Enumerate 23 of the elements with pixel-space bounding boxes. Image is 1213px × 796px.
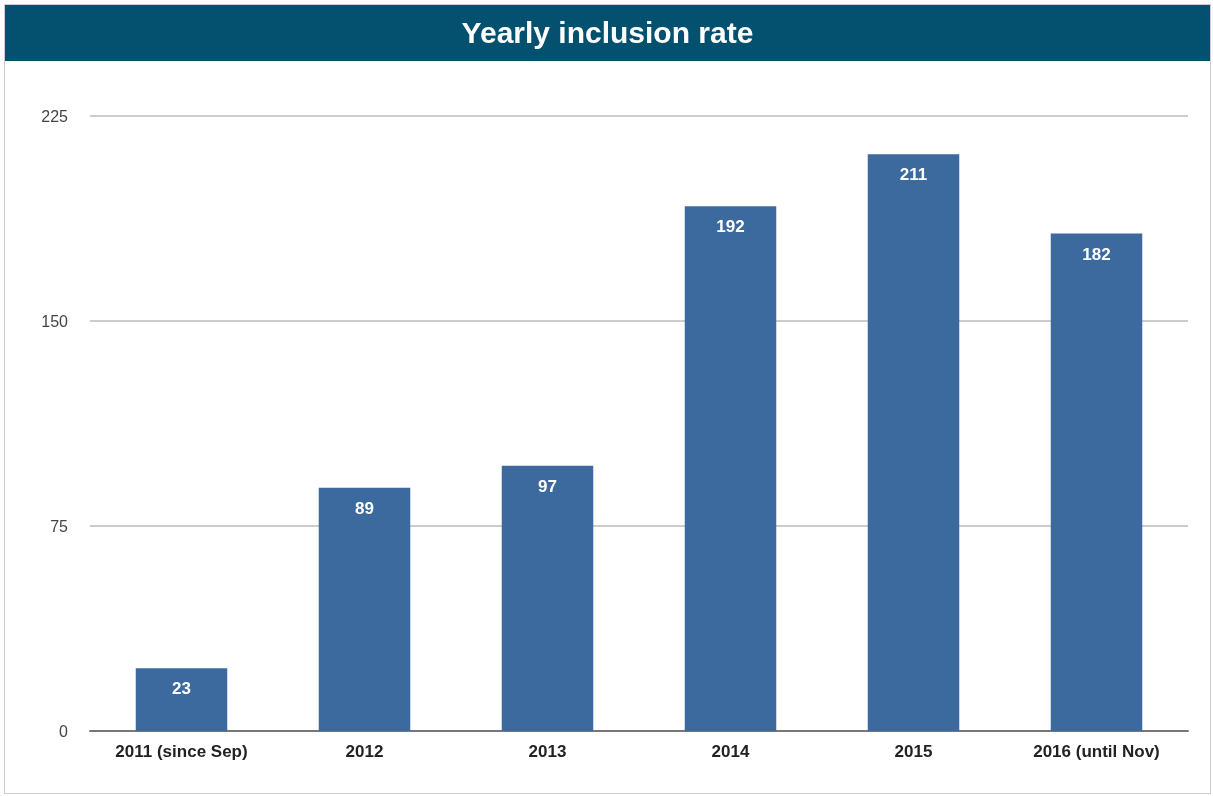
- x-tick-label: 2013: [528, 742, 567, 761]
- y-tick-label: 150: [41, 312, 69, 330]
- data-label: 23: [172, 679, 191, 699]
- y-tick-label: 0: [59, 722, 69, 740]
- bar: [135, 668, 228, 731]
- bar: [684, 206, 777, 731]
- y-tick-label: 75: [50, 517, 69, 535]
- bar: [1050, 233, 1143, 731]
- data-label: 211: [899, 165, 928, 185]
- data-label: 192: [716, 217, 745, 237]
- x-tick-label: 2016 (until Nov): [1033, 742, 1160, 761]
- data-label: 97: [538, 476, 557, 496]
- data-label: 182: [1082, 244, 1111, 264]
- bar: [867, 154, 960, 731]
- bar: [318, 487, 411, 731]
- x-tick-label: 2014: [711, 742, 750, 761]
- chart-title: Yearly inclusion rate: [5, 5, 1210, 61]
- x-tick-label: 2015: [894, 742, 933, 761]
- bar: [501, 465, 594, 731]
- x-tick-label: 2011 (since Sep): [115, 742, 248, 761]
- y-tick-label: 225: [41, 107, 69, 125]
- x-tick-label: 2012: [345, 742, 384, 761]
- data-label: 89: [355, 498, 374, 518]
